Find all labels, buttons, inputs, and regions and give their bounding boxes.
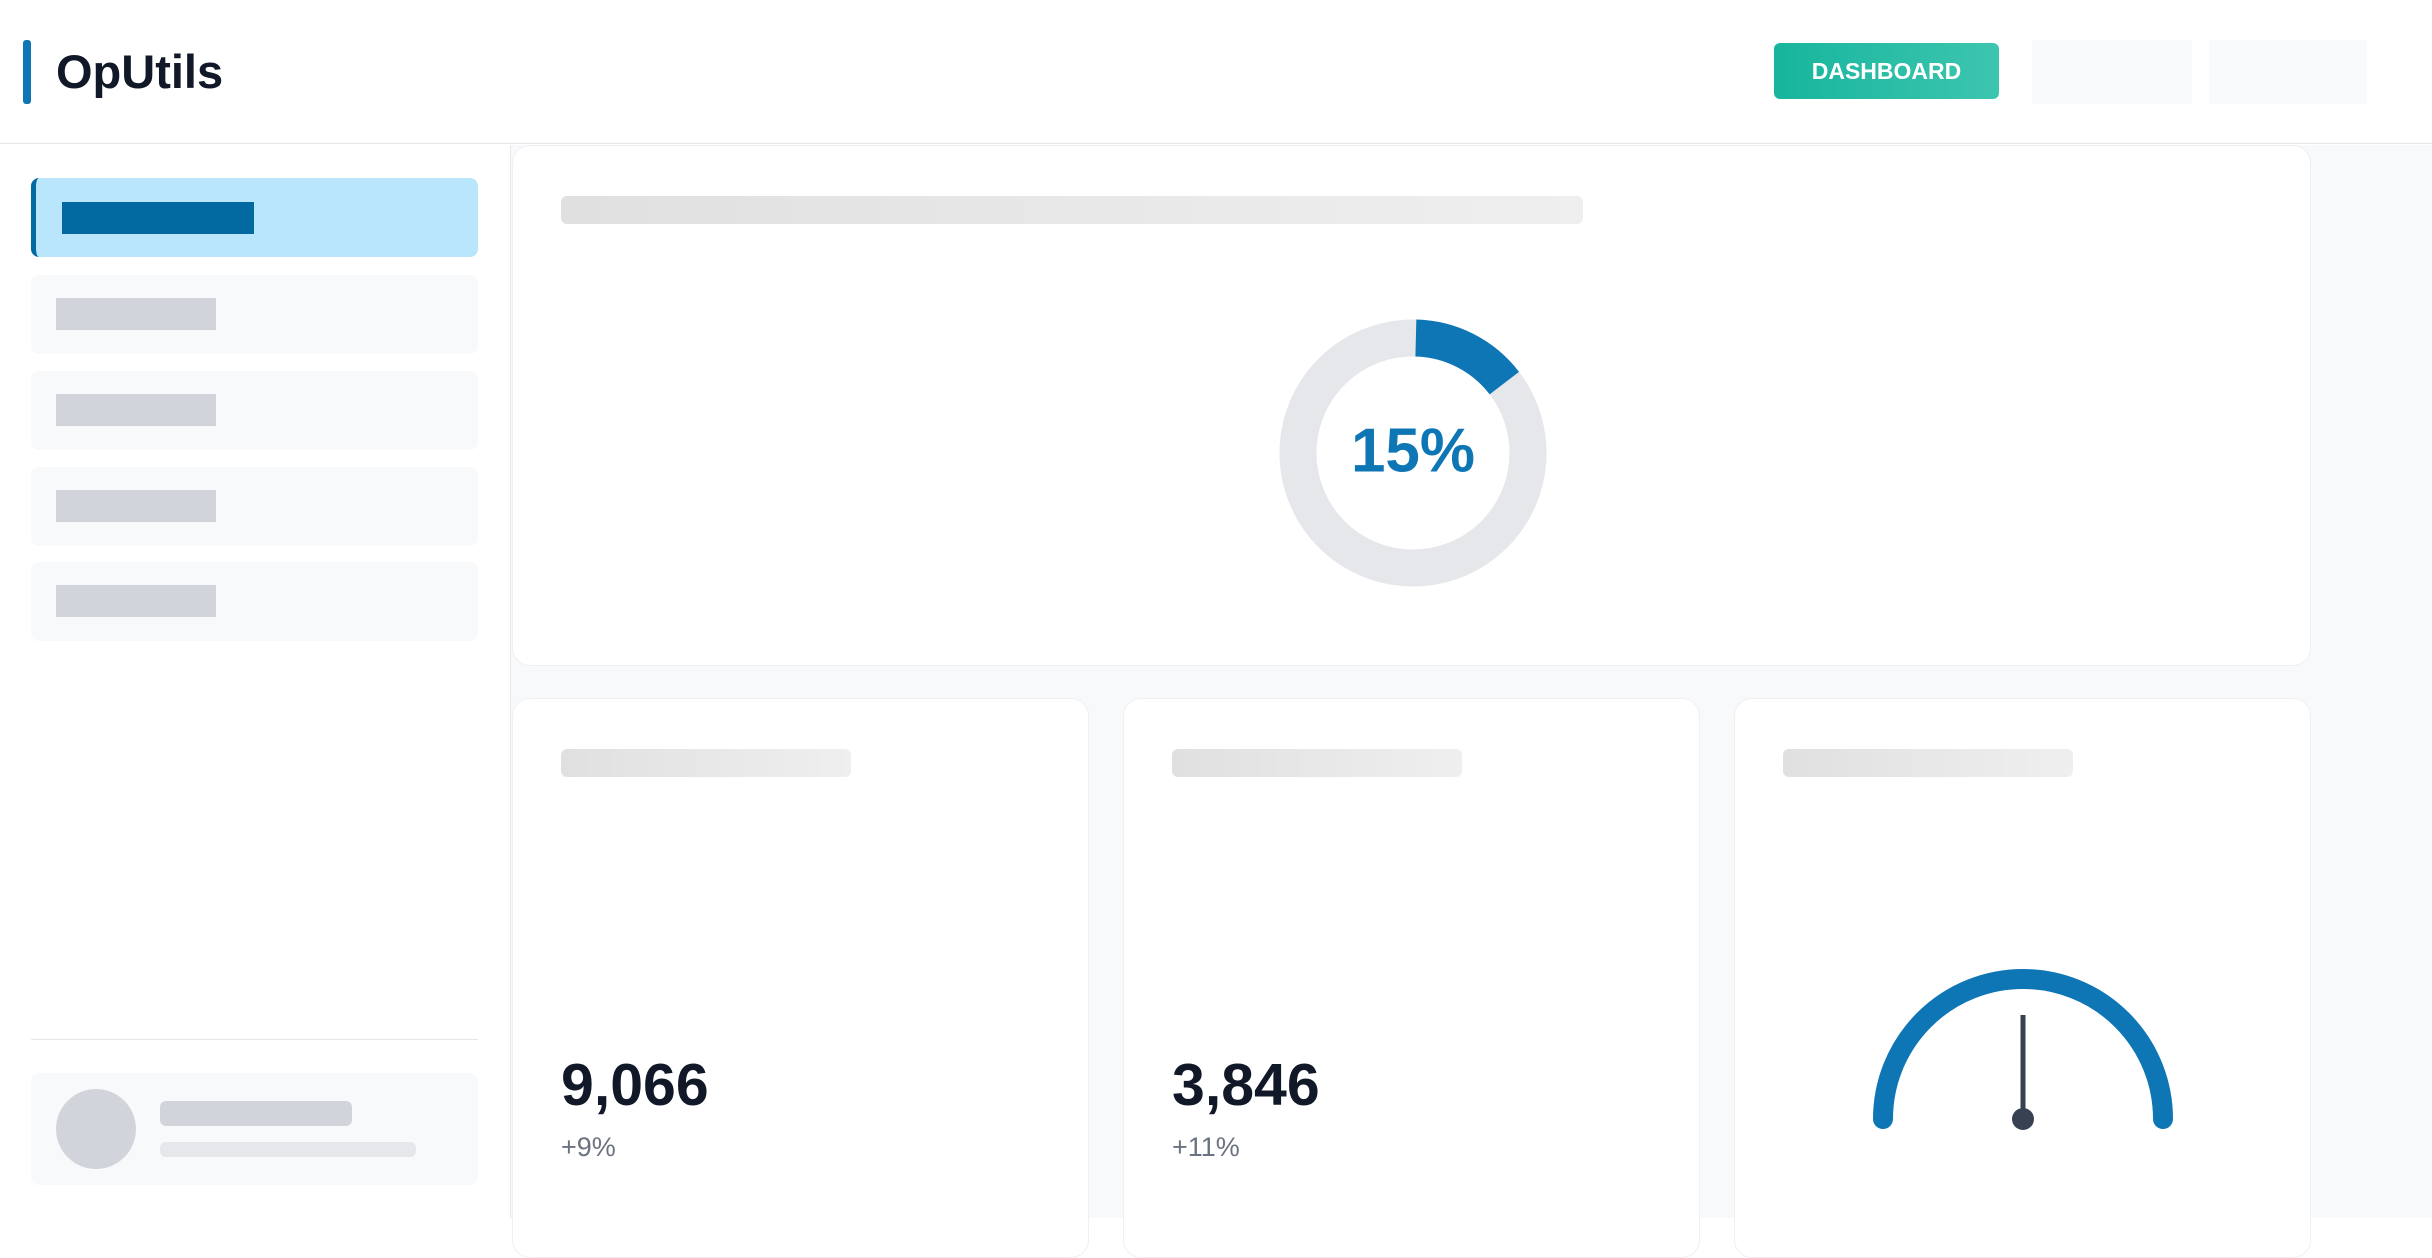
stat-value: 3,846 [1172, 1052, 1320, 1118]
title-placeholder [1172, 749, 1462, 777]
title-placeholder [561, 749, 851, 777]
stat-value: 9,066 [561, 1052, 709, 1118]
nav-item[interactable] [31, 275, 478, 354]
nav-item[interactable] [31, 467, 478, 546]
gauge-pivot [2012, 1108, 2034, 1130]
gauge-arc [1873, 969, 2173, 1129]
nav-label-placeholder [62, 202, 254, 234]
stat-card: 3,846 +11% [1123, 698, 1700, 1258]
stat-change: +9% [561, 1132, 616, 1162]
donut-chart: 15% [1279, 319, 1547, 587]
nav-placeholder[interactable] [2032, 40, 2192, 104]
title-placeholder [1783, 749, 2073, 777]
main: 15% 9,066 +9% 3,846 +11% [511, 145, 2432, 1258]
user-card[interactable] [31, 1073, 478, 1185]
nav-placeholder[interactable] [2209, 40, 2367, 104]
nav-label-placeholder [56, 298, 216, 330]
title-placeholder [561, 196, 1583, 224]
user-name-placeholder [160, 1101, 352, 1126]
donut-arc [1414, 319, 1520, 395]
stat-change: +11% [1172, 1132, 1240, 1162]
logo-bar [23, 40, 31, 104]
user-email-placeholder [160, 1142, 416, 1157]
gauge-card [1734, 698, 2311, 1258]
donut-label: 15% [1351, 416, 1475, 485]
header: OpUtils DASHBOARD [0, 0, 2432, 144]
nav-item[interactable] [31, 371, 478, 450]
donut-track [1279, 319, 1547, 587]
nav-label-placeholder [56, 490, 216, 522]
nav-label-placeholder [56, 585, 216, 617]
divider [31, 1039, 478, 1040]
app-title: OpUtils [56, 45, 224, 98]
nav-label-placeholder [56, 394, 216, 426]
stat-card: 9,066 +9% [512, 698, 1089, 1258]
dashboard-button[interactable]: DASHBOARD [1774, 43, 1999, 99]
nav-item-active[interactable] [31, 178, 478, 257]
nav-item[interactable] [31, 562, 478, 641]
donut-card: 15% [512, 145, 2311, 666]
sidebar [0, 145, 511, 1218]
avatar [56, 1089, 136, 1169]
gauge [1873, 969, 2173, 1130]
